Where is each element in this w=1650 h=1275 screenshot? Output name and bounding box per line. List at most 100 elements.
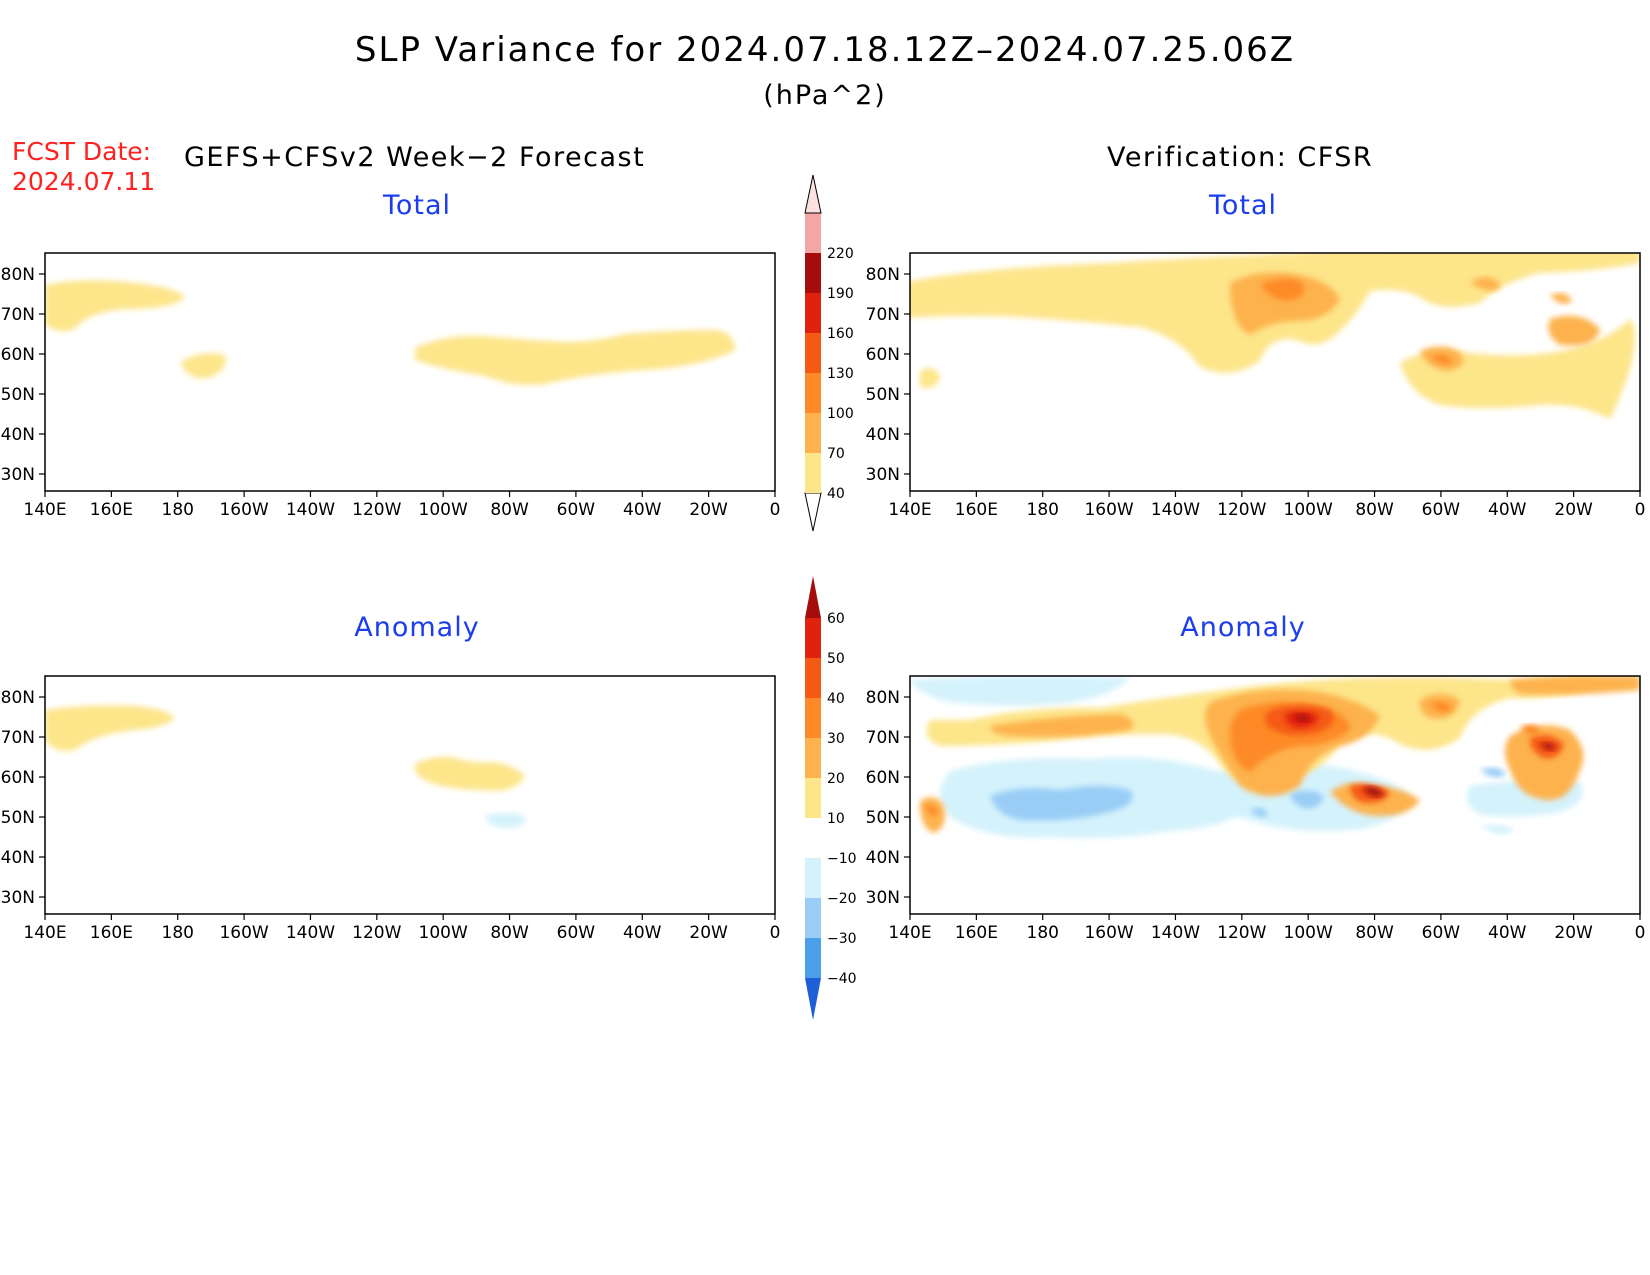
forecast-anomaly-contour-region [45,705,175,751]
verification-total-map: 80N 70N 60N 50N 40N 30N 140E 160E 180 160W 140W 120… [866,252,1645,520]
colorbar-label: 220 [827,246,854,262]
colorbar-label: 190 [827,286,854,302]
verification-total-title: Total [1208,190,1278,221]
verification-anomaly-contour-region [990,714,1134,738]
lon-label: 160E [90,500,133,520]
lon-label: 160E [955,500,998,520]
verification-total-contour-region [1260,278,1305,301]
lon-label: 160W [1084,923,1133,943]
lat-label: 60N [866,345,900,365]
verification-anomaly-contour-region [1540,742,1556,751]
lon-label: 140E [23,923,66,943]
lat-label: 40N [866,848,900,868]
lat-label: 50N [1,808,35,828]
lat-label: 80N [866,265,900,285]
colorbar-swatch [805,253,821,293]
colorbar-swatch [805,373,821,413]
anomaly-colorbar: 60 50 40 30 20 10 −10 −20 −30 −40 [805,576,857,1020]
forecast-total-shading [45,280,735,385]
colorbar-swatch [805,938,821,978]
lon-label: 180 [162,923,194,943]
lon-label: 20W [1554,500,1593,520]
lon-label: 160W [219,500,268,520]
colorbar-swatch [805,738,821,778]
verification-anomaly-map: 80N 70N 60N 50N 40N 30N 140E 160E 180 160W 140W 120… [866,675,1646,943]
colorbar-swatch [805,618,821,658]
forecast-anomaly-title: Anomaly [354,612,480,643]
lon-label: 160E [955,923,998,943]
forecast-anomaly-shading [45,705,526,828]
lon-label: 160E [90,923,133,943]
lat-label: 30N [866,888,900,908]
lat-label: 50N [1,385,35,405]
lon-label: 140W [286,500,335,520]
colorbar-extend-high [804,174,822,214]
colorbar-swatch [805,293,821,333]
lat-label: 40N [866,425,900,445]
lon-label: 140E [888,923,931,943]
lon-label: 60W [1422,923,1461,943]
lon-label: 80W [490,923,529,943]
lat-label: 40N [1,425,35,445]
lon-label: 0 [1635,923,1646,943]
lon-label: 140E [23,500,66,520]
lat-label: 70N [866,728,900,748]
colorbar-label: 100 [827,406,854,422]
colorbar-label: 160 [827,326,854,342]
lon-label: 100W [1284,923,1333,943]
colorbar-swatch [805,898,821,938]
verification-total-contour-region [1470,277,1500,291]
colorbar-label: −40 [827,971,857,987]
lon-label: 180 [162,500,194,520]
colorbar-swatch [805,778,821,818]
verification-total-contour-region [1230,272,1340,335]
lon-label: 60W [1422,500,1461,520]
colorbar-label: 20 [827,771,845,787]
forecast-total-contour-region [45,280,185,331]
colorbar-label: 130 [827,366,854,382]
lon-label: 160W [1084,500,1133,520]
lon-label: 140E [888,500,931,520]
colorbar-label: 50 [827,651,845,667]
lat-label: 60N [866,768,900,788]
verification-anomaly-contour-region [1510,676,1640,695]
colorbar-label: 40 [827,486,845,502]
lon-label: 180 [1027,500,1059,520]
verification-anomaly-title: Anomaly [1180,612,1306,643]
verification-anomaly-contour-region [1430,701,1452,713]
lat-label: 60N [1,345,35,365]
colorbar-label: −30 [827,931,857,947]
lon-label: 120W [352,923,401,943]
lon-label: 80W [1355,923,1394,943]
colorbar-label: 30 [827,731,845,747]
lon-label: 160W [219,923,268,943]
forecast-total-title: Total [382,190,452,221]
verification-anomaly-frame [909,675,1641,915]
lat-label: 70N [1,728,35,748]
colorbar-swatch [805,453,821,493]
lon-label: 0 [770,923,781,943]
lat-label: 30N [1,465,35,485]
lat-label: 80N [866,688,900,708]
lon-label: 40W [1488,500,1527,520]
lon-label: 0 [770,500,781,520]
lon-label: 140W [1151,500,1200,520]
forecast-date: 2024.07.11 [12,167,156,196]
forecast-total-contour-region [180,353,226,379]
lon-label: 140W [286,923,335,943]
colorbar-label: −10 [827,851,857,867]
verification-header: Verification: CFSR [1107,142,1374,173]
forecast-anomaly-contour-region [485,813,526,828]
lat-label: 30N [1,888,35,908]
verification-anomaly-shading [910,676,1640,839]
lon-label: 140W [1151,923,1200,943]
lon-label: 60W [557,923,596,943]
forecast-anomaly-map: 80N 70N 60N 50N 40N 30N 140E 160E 180 160W 140W 120… [1,675,781,943]
lon-label: 120W [1217,500,1266,520]
lon-label: 100W [419,500,468,520]
lon-label: 40W [623,500,662,520]
verification-anomaly-contour-region [1480,767,1506,778]
colorbar-label: 40 [827,691,845,707]
verification-total-shading [910,253,1640,419]
